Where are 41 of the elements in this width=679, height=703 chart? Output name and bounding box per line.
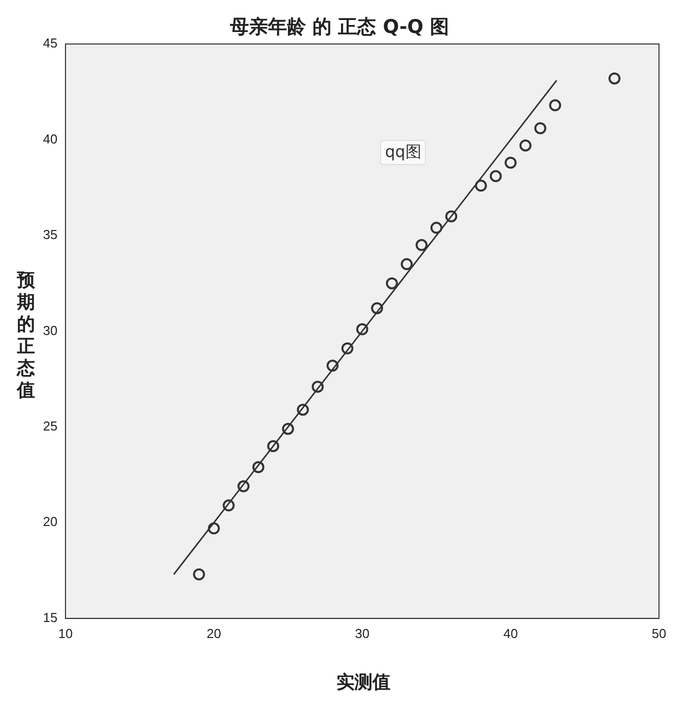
point xyxy=(416,239,428,252)
point xyxy=(608,72,620,84)
point xyxy=(504,156,517,169)
point xyxy=(267,440,280,452)
point xyxy=(519,139,532,152)
point xyxy=(356,323,368,336)
point xyxy=(312,380,324,393)
point xyxy=(238,480,250,492)
y-tick-label: 20 xyxy=(42,514,58,530)
point xyxy=(400,258,413,270)
point xyxy=(371,302,384,314)
point xyxy=(252,461,264,474)
point xyxy=(326,360,339,372)
x-tick-label: 50 xyxy=(652,626,666,641)
x-tick-label: 20 xyxy=(206,626,222,641)
y-tick-label: 45 xyxy=(42,36,58,51)
y-tick-label: 40 xyxy=(42,131,58,146)
point xyxy=(341,342,354,354)
x-tick-label: 40 xyxy=(503,626,518,641)
point xyxy=(430,222,442,234)
chart-title: 母亲年龄 的 正态 Q-Q 图 xyxy=(230,16,449,38)
point xyxy=(208,522,220,534)
point xyxy=(490,170,502,182)
y-tick-label: 30 xyxy=(42,322,58,338)
point xyxy=(445,210,458,222)
x-tick-label: 10 xyxy=(58,626,73,641)
point xyxy=(282,422,294,435)
point xyxy=(193,568,206,580)
y-tick-label: 25 xyxy=(42,418,58,434)
point xyxy=(549,99,562,112)
point xyxy=(474,180,487,192)
point xyxy=(296,404,309,416)
point xyxy=(534,122,546,134)
y-axis-title: 预期的正态值 xyxy=(16,270,36,402)
point xyxy=(386,277,398,290)
y-tick-label: 35 xyxy=(42,227,58,242)
x-axis-title: 实测值 xyxy=(336,671,392,694)
x-tick-label: 30 xyxy=(354,626,370,641)
point xyxy=(222,499,235,512)
y-tick-label: 15 xyxy=(42,610,58,625)
annotation: qq图 xyxy=(380,140,426,165)
